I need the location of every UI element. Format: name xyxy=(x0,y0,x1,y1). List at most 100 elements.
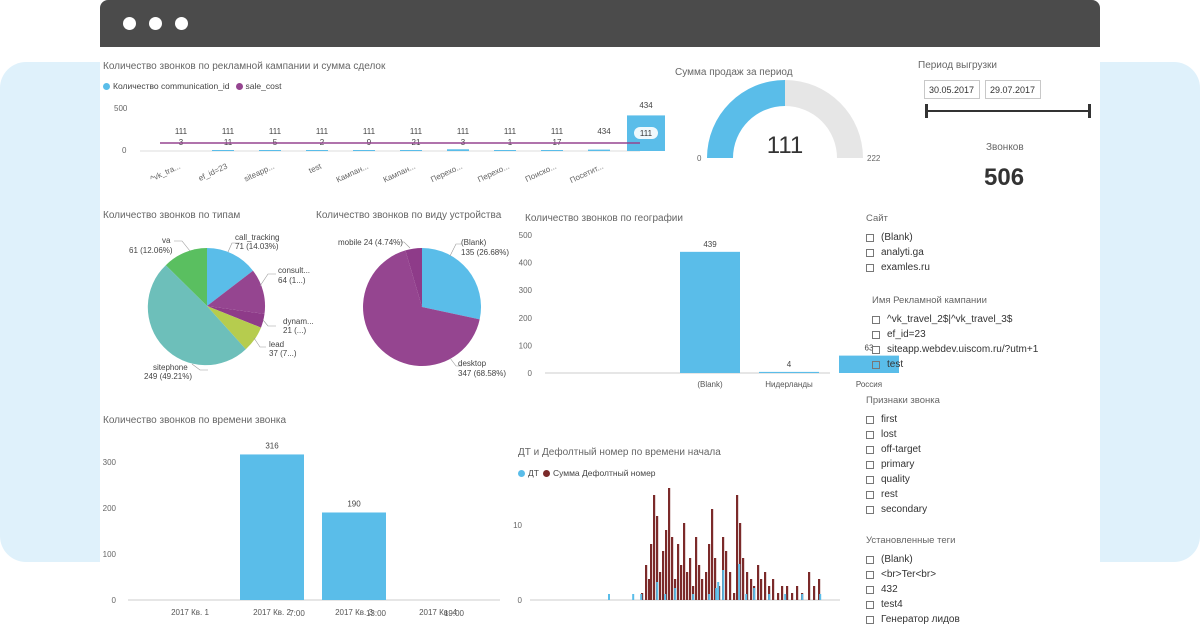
legend-purple-icon xyxy=(235,82,243,90)
checkbox-icon[interactable] xyxy=(866,615,874,624)
dt-default-bar xyxy=(781,586,784,600)
slicer-item[interactable]: analyti.ga xyxy=(866,245,930,260)
checkbox-icon[interactable] xyxy=(866,430,874,439)
campaign-bar[interactable] xyxy=(259,150,281,151)
time-ytick: 300 xyxy=(103,458,117,467)
pie-slice-va[interactable] xyxy=(165,248,207,306)
checkbox-icon[interactable] xyxy=(872,315,880,324)
time-bar[interactable] xyxy=(322,512,386,600)
geo-ytick: 100 xyxy=(519,341,533,350)
pie-slice-mobile[interactable] xyxy=(405,248,422,307)
pie-slice-dynam[interactable] xyxy=(207,306,265,328)
pie-slice-call-tracking[interactable] xyxy=(207,248,253,306)
checkbox-icon[interactable] xyxy=(872,360,880,369)
pie-slice-consult[interactable] xyxy=(207,270,266,314)
time-data-label: 190 xyxy=(347,499,361,508)
slicer-item[interactable]: primary xyxy=(866,457,940,472)
pie-slice-blank[interactable] xyxy=(422,247,482,320)
slicer-item[interactable]: test xyxy=(872,357,1038,372)
time-title: Количество звонков по времени звонка xyxy=(103,415,287,426)
slicer-item[interactable]: ef_id=23 xyxy=(872,327,1038,342)
legend-item-dt[interactable]: ДТ xyxy=(528,468,539,478)
checkbox-icon[interactable] xyxy=(866,570,874,579)
checkbox-icon[interactable] xyxy=(866,585,874,594)
types-label-lead: lead xyxy=(269,340,285,349)
checkbox-icon[interactable] xyxy=(866,445,874,454)
dt-ytick: 10 xyxy=(513,521,522,530)
campaign-bar[interactable] xyxy=(353,150,375,151)
legend-blue-icon xyxy=(518,469,525,477)
slicer: Сайт (Blank) analyti.ga examles.ru xyxy=(866,213,930,275)
campaign-top-label: 111 xyxy=(175,127,188,136)
window-dot-icon[interactable] xyxy=(123,17,136,30)
slicer-item[interactable]: Генератор лидов xyxy=(866,612,960,627)
dt-ytick: 0 xyxy=(518,596,523,605)
checkbox-icon[interactable] xyxy=(866,415,874,424)
window-dot-icon[interactable] xyxy=(149,17,162,30)
geo-ytick: 500 xyxy=(519,231,533,240)
campaign-category-label: ef_id=23 xyxy=(197,161,229,182)
dt-bar xyxy=(745,594,748,600)
checkbox-icon[interactable] xyxy=(866,600,874,609)
checkbox-icon[interactable] xyxy=(866,475,874,484)
slicer-item[interactable]: (Blank) xyxy=(866,230,930,245)
slicer-item[interactable]: lost xyxy=(866,427,940,442)
dt-default-bar xyxy=(760,579,763,600)
slicer-item[interactable]: test4 xyxy=(866,597,960,612)
campaign-bar[interactable] xyxy=(400,150,422,151)
date-from-input[interactable]: 30.05.2017 xyxy=(924,80,980,99)
dt-bar xyxy=(717,582,720,600)
date-range-slider[interactable] xyxy=(924,104,1094,118)
types-value-dynam: 21 (...) xyxy=(283,326,307,335)
slider-handle-left[interactable] xyxy=(925,104,928,118)
campaign-bar[interactable] xyxy=(447,149,469,151)
checkbox-icon[interactable] xyxy=(866,248,874,257)
campaign-bar[interactable] xyxy=(494,150,516,151)
checkbox-icon[interactable] xyxy=(866,505,874,514)
slicer-item[interactable]: secondary xyxy=(866,502,940,517)
slicer-item[interactable]: off-target xyxy=(866,442,940,457)
legend-item-default-number[interactable]: Сумма Дефолтный номер xyxy=(552,468,656,478)
campaign-bar[interactable] xyxy=(588,149,610,151)
checkbox-icon[interactable] xyxy=(872,330,880,339)
slicer-item[interactable]: <br>Ter<br> xyxy=(866,567,960,582)
slider-handle-right[interactable] xyxy=(1088,104,1091,118)
checkbox-icon[interactable] xyxy=(866,490,874,499)
campaign-bar[interactable] xyxy=(306,150,328,151)
checkbox-icon[interactable] xyxy=(866,263,874,272)
campaign-bar[interactable] xyxy=(212,150,234,151)
legend-item-sale-cost[interactable]: sale_cost xyxy=(245,81,282,91)
geo-title: Количество звонков по географии xyxy=(525,213,683,224)
slicer-item[interactable]: first xyxy=(866,412,940,427)
geo-bar[interactable] xyxy=(680,251,740,373)
time-bar[interactable] xyxy=(240,454,304,600)
checkbox-icon[interactable] xyxy=(872,345,880,354)
campaign-bar[interactable] xyxy=(541,150,563,151)
slicer-title: Признаки звонка xyxy=(866,395,940,406)
slicer-item[interactable]: siteapp.webdev.uiscom.ru/?utm+1 xyxy=(872,342,1038,357)
slicer-item[interactable]: 432 xyxy=(866,582,960,597)
dt-default-bar xyxy=(701,579,704,600)
geo-category-label: Нидерланды xyxy=(765,380,813,389)
legend-item-calls[interactable]: Количество communication_id xyxy=(113,81,230,91)
pie-slice-sitephone[interactable] xyxy=(147,265,246,366)
checkbox-icon[interactable] xyxy=(866,460,874,469)
slicer: Установленные теги (Blank) <br>Ter<br> 432 t… xyxy=(866,535,960,627)
dt-title: ДТ и Дефолтный номер по времени начала xyxy=(518,447,721,458)
geo-bar[interactable] xyxy=(759,371,819,373)
dt-xtick: 7:00 xyxy=(289,609,305,618)
slicer-item[interactable]: (Blank) xyxy=(866,552,960,567)
checkbox-icon[interactable] xyxy=(866,555,874,564)
slicer-item[interactable]: quality xyxy=(866,472,940,487)
slicer-item[interactable]: rest xyxy=(866,487,940,502)
pie-slice-desktop[interactable] xyxy=(363,250,480,367)
checkbox-icon[interactable] xyxy=(866,233,874,242)
date-to-input[interactable]: 29.07.2017 xyxy=(985,80,1041,99)
gauge-chart xyxy=(707,80,863,158)
dt-default-bar xyxy=(659,572,662,600)
slicer-item[interactable]: examles.ru xyxy=(866,260,930,275)
geo-bar[interactable] xyxy=(839,355,899,373)
slicer-item[interactable]: ^vk_travel_2$|^vk_travel_3$ xyxy=(872,312,1038,327)
pie-slice-lead[interactable] xyxy=(207,306,261,350)
window-dot-icon[interactable] xyxy=(175,17,188,30)
